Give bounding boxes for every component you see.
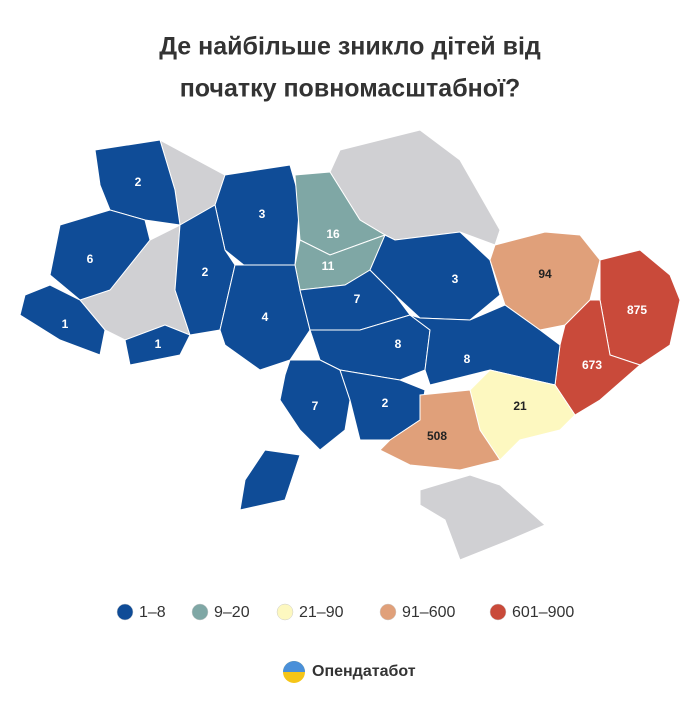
brand-logo-top — [283, 661, 305, 672]
region — [94, 139, 181, 226]
region-value: 16 — [326, 227, 340, 241]
legend-swatch — [489, 603, 507, 621]
region-value: 11 — [322, 259, 335, 273]
region-value: 7 — [312, 399, 319, 413]
brand: Опендатабот — [312, 663, 416, 680]
legend-swatch — [116, 603, 134, 621]
legend-label: 9–20 — [214, 604, 250, 621]
region-value: 3 — [452, 272, 459, 286]
region — [379, 389, 501, 471]
title-line: початку повномасштабної? — [180, 75, 521, 103]
region-value: 6 — [87, 252, 94, 266]
region-value: 3 — [259, 207, 266, 221]
region-value: 8 — [464, 352, 471, 366]
legend-label: 601–900 — [512, 604, 574, 621]
legend-label: 1–8 — [139, 604, 166, 621]
legend-swatch — [379, 603, 397, 621]
region — [369, 231, 501, 321]
region — [19, 284, 106, 356]
region — [239, 359, 351, 511]
region-value: 2 — [202, 265, 209, 279]
region-value: 7 — [354, 292, 361, 306]
title-line: Де найбільше зникло дітей від — [159, 33, 541, 61]
region — [49, 209, 151, 301]
region — [419, 474, 546, 561]
region-value: 1 — [62, 317, 69, 331]
region-value: 2 — [382, 396, 389, 410]
region — [124, 324, 191, 366]
region-value: 21 — [513, 399, 527, 413]
legend: 1–8 9–20 21–90 91–600 601–900 — [116, 603, 574, 621]
region-value: 8 — [395, 337, 402, 351]
region-value: 673 — [582, 358, 602, 372]
region-value: 2 — [135, 175, 142, 189]
legend-swatch — [191, 603, 209, 621]
region-value: 508 — [427, 429, 447, 443]
region-value: 1 — [155, 337, 162, 351]
region-value: 4 — [262, 310, 269, 324]
region-value: 94 — [538, 267, 552, 281]
no-data-regions — [79, 129, 546, 561]
legend-swatch — [276, 603, 294, 621]
region-value: 875 — [627, 303, 647, 317]
legend-label: 21–90 — [299, 604, 344, 621]
legend-label: 91–600 — [402, 604, 455, 621]
